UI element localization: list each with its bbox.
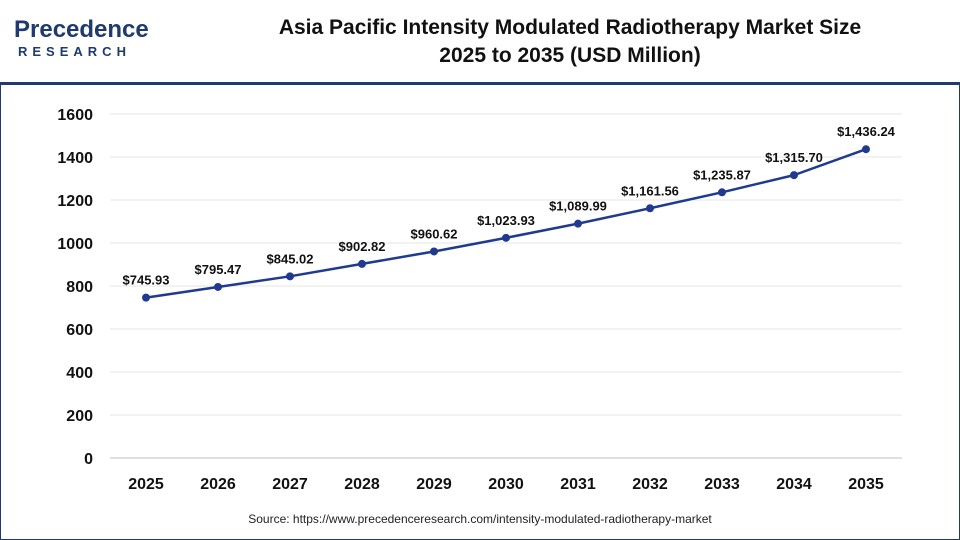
data-label: $1,436.24 <box>837 124 896 139</box>
data-point <box>718 188 726 197</box>
data-point <box>646 204 654 213</box>
data-label: $845.02 <box>267 251 314 266</box>
title-subtitle: 2025 to 2035 (USD Million) <box>439 44 701 67</box>
logo-wordmark: Precedence <box>14 16 149 43</box>
x-tick-label: 2034 <box>776 476 812 493</box>
line-chart: 0 200 400 600 800 1000 1200 1400 1600 2025 2026 202… <box>57 107 902 493</box>
y-tick-label: 1200 <box>57 193 93 210</box>
data-label: $902.82 <box>339 239 386 254</box>
data-point <box>862 145 870 154</box>
x-tick-label: 2031 <box>560 476 596 493</box>
y-tick-label: 800 <box>66 279 93 296</box>
x-tick-label: 2035 <box>848 476 884 493</box>
data-label: $1,235.87 <box>693 167 751 182</box>
title-region: Asia Pacific <box>278 16 397 39</box>
data-point <box>286 272 294 281</box>
data-point <box>574 219 582 228</box>
data-point <box>502 233 510 242</box>
x-tick-label: 2029 <box>416 476 452 493</box>
data-point <box>142 293 150 302</box>
y-tick-label: 1400 <box>57 150 93 167</box>
source-note: Source: https://www.precedenceresearch.c… <box>248 512 712 526</box>
x-tick-label: 2028 <box>344 476 380 493</box>
y-tick-label: 200 <box>66 408 93 425</box>
y-tick-label: 0 <box>84 451 93 468</box>
x-tick-label: 2026 <box>200 476 236 493</box>
x-tick-label: 2033 <box>704 476 740 493</box>
x-tick-label: 2032 <box>632 476 668 493</box>
data-label: $745.93 <box>123 273 170 288</box>
data-label: $1,161.56 <box>621 183 679 198</box>
x-tick-label: 2025 <box>128 476 164 493</box>
data-label: $960.62 <box>411 226 458 241</box>
data-point <box>358 259 366 268</box>
brand-logo: Precedence RESEARCH <box>14 16 164 66</box>
data-point <box>214 282 222 291</box>
data-label: $795.47 <box>195 262 242 277</box>
data-point <box>430 247 438 256</box>
logo-subtitle: RESEARCH <box>18 44 131 59</box>
header-divider <box>0 82 960 85</box>
y-tick-label: 1000 <box>57 236 93 253</box>
data-label: $1,315.70 <box>765 150 823 165</box>
chart-area: 0 200 400 600 800 1000 1200 1400 1600 2025 2026 202… <box>0 86 960 540</box>
chart-title: Asia Pacific Intensity Modulated Radioth… <box>190 14 950 70</box>
data-label: $1,089.99 <box>549 199 607 214</box>
x-tick-label: 2030 <box>488 476 524 493</box>
data-point <box>790 171 798 180</box>
y-tick-label: 1600 <box>57 107 93 124</box>
header: Precedence RESEARCH Asia Pacific Intensi… <box>0 0 960 82</box>
y-tick-label: 600 <box>66 322 93 339</box>
x-tick-label: 2027 <box>272 476 308 493</box>
data-label: $1,023.93 <box>477 213 535 228</box>
y-tick-label: 400 <box>66 365 93 382</box>
title-main: Intensity Modulated Radiotherapy Market … <box>402 16 862 39</box>
